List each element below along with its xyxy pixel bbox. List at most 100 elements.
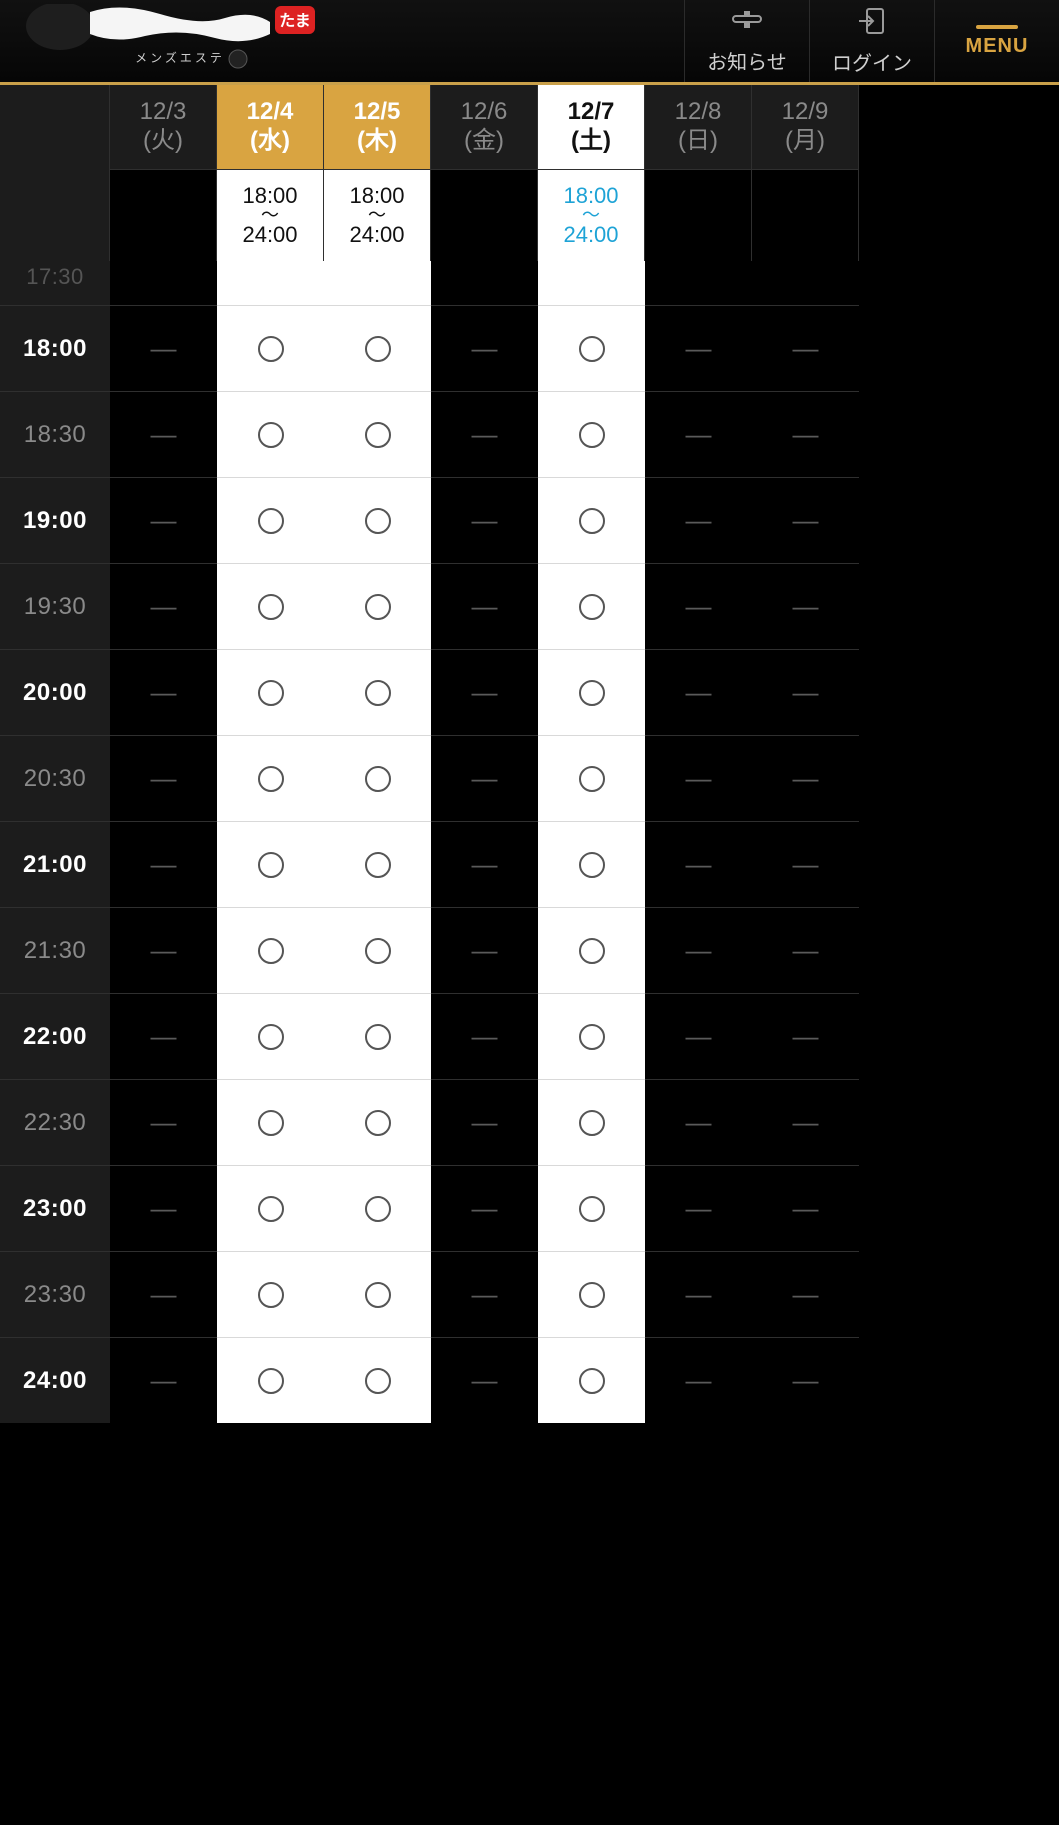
slot-cell[interactable] — [217, 735, 324, 821]
slot-cell: — — [110, 305, 217, 391]
day-dow-text: (水) — [250, 127, 290, 156]
available-icon — [365, 938, 391, 964]
slot-cell: — — [645, 1079, 752, 1165]
hours-to: 24:00 — [242, 224, 297, 246]
day-column: ————————————— — [752, 261, 859, 1423]
slot-cell[interactable] — [217, 1251, 324, 1337]
slot-cell: — — [110, 1079, 217, 1165]
slot-cell[interactable] — [324, 907, 431, 993]
slot-cell[interactable] — [538, 1165, 645, 1251]
slot-cell[interactable] — [217, 993, 324, 1079]
unavailable-icon: — — [686, 505, 712, 536]
time-row: 18:30 — [0, 391, 110, 477]
notice-button[interactable]: お知らせ — [684, 0, 809, 82]
slot-cell[interactable] — [217, 1337, 324, 1423]
day-header[interactable]: 12/9(月) — [752, 85, 859, 261]
day-header[interactable]: 12/6(金) — [431, 85, 538, 261]
slot-cell[interactable] — [217, 907, 324, 993]
logo[interactable]: たま メンズエステ — [0, 0, 684, 82]
slot-cell — [110, 261, 217, 305]
slot-cell[interactable] — [324, 1337, 431, 1423]
available-icon — [579, 594, 605, 620]
day-header[interactable]: 12/8(日) — [645, 85, 752, 261]
slot-cell[interactable] — [324, 563, 431, 649]
slot-cell: — — [752, 1337, 859, 1423]
slot-cell[interactable] — [324, 821, 431, 907]
day-date-text: 12/4 — [247, 98, 294, 127]
unavailable-icon: — — [686, 1279, 712, 1310]
slot-cell[interactable] — [324, 1079, 431, 1165]
slot-cell[interactable] — [538, 735, 645, 821]
available-icon — [258, 1196, 284, 1222]
day-column: ————————————— — [110, 261, 217, 1423]
slot-cell[interactable] — [538, 821, 645, 907]
slot-cell[interactable] — [538, 1079, 645, 1165]
available-icon — [365, 852, 391, 878]
slot-cell[interactable] — [324, 1251, 431, 1337]
slot-cell[interactable] — [217, 649, 324, 735]
day-header[interactable]: 12/5(木)18:00〜24:00 — [324, 85, 431, 261]
unavailable-icon: — — [793, 935, 819, 966]
slot-cell[interactable] — [538, 305, 645, 391]
menu-button[interactable]: MENU — [934, 0, 1059, 82]
day-header[interactable]: 12/3(火) — [110, 85, 217, 261]
slot-cell[interactable] — [217, 391, 324, 477]
available-icon — [258, 1282, 284, 1308]
unavailable-icon: — — [472, 677, 498, 708]
day-dow-text: (火) — [143, 127, 183, 156]
hours-to: 24:00 — [349, 224, 404, 246]
day-date: 12/8(日) — [645, 85, 751, 169]
slot-cell[interactable] — [217, 1165, 324, 1251]
available-icon — [365, 594, 391, 620]
slot-cell[interactable] — [324, 735, 431, 821]
slot-cell: — — [645, 1165, 752, 1251]
available-icon — [579, 680, 605, 706]
slot-cell — [752, 261, 859, 305]
unavailable-icon: — — [793, 1107, 819, 1138]
unavailable-icon: — — [472, 1365, 498, 1396]
time-row: 24:00 — [0, 1337, 110, 1423]
unavailable-icon: — — [793, 333, 819, 364]
slot-cell: — — [752, 305, 859, 391]
time-label: 18:00 — [23, 335, 87, 363]
day-date: 12/9(月) — [752, 85, 858, 169]
slot-cell[interactable] — [538, 1337, 645, 1423]
slot-cell[interactable] — [217, 821, 324, 907]
slot-cell[interactable] — [324, 391, 431, 477]
time-label: 19:30 — [24, 593, 87, 621]
slot-cell: — — [431, 305, 538, 391]
slot-cell[interactable] — [324, 477, 431, 563]
slot-cell[interactable] — [538, 477, 645, 563]
login-button[interactable]: ログイン — [809, 0, 934, 82]
slot-cell[interactable] — [324, 649, 431, 735]
slot-cell: — — [645, 821, 752, 907]
login-label: ログイン — [832, 47, 912, 76]
hours-from: 18:00 — [349, 185, 404, 207]
slot-cell[interactable] — [538, 391, 645, 477]
slot-cell[interactable] — [324, 1165, 431, 1251]
slot-cell[interactable] — [538, 907, 645, 993]
slot-cell: — — [110, 735, 217, 821]
slot-cell[interactable] — [538, 993, 645, 1079]
time-row: 17:30 — [0, 261, 110, 305]
slot-cell[interactable] — [217, 477, 324, 563]
day-column: ————————————— — [431, 261, 538, 1423]
time-row: 23:00 — [0, 1165, 110, 1251]
unavailable-icon: — — [793, 677, 819, 708]
day-date-text: 12/9 — [782, 98, 829, 127]
slot-cell[interactable] — [217, 305, 324, 391]
slot-cell[interactable] — [538, 1251, 645, 1337]
day-dow-text: (木) — [357, 127, 397, 156]
unavailable-icon: — — [686, 849, 712, 880]
slot-cell[interactable] — [217, 563, 324, 649]
slot-cell[interactable] — [538, 649, 645, 735]
day-header[interactable]: 12/7(土)18:00〜24:00 — [538, 85, 645, 261]
unavailable-icon: — — [686, 333, 712, 364]
slot-cell: — — [431, 821, 538, 907]
day-header[interactable]: 12/4(水) 18:00〜24:00 — [217, 85, 324, 261]
slot-cell[interactable] — [324, 305, 431, 391]
slot-cell[interactable] — [324, 993, 431, 1079]
day-hours: 18:00〜24:00 — [217, 169, 323, 261]
slot-cell[interactable] — [217, 1079, 324, 1165]
slot-cell[interactable] — [538, 563, 645, 649]
